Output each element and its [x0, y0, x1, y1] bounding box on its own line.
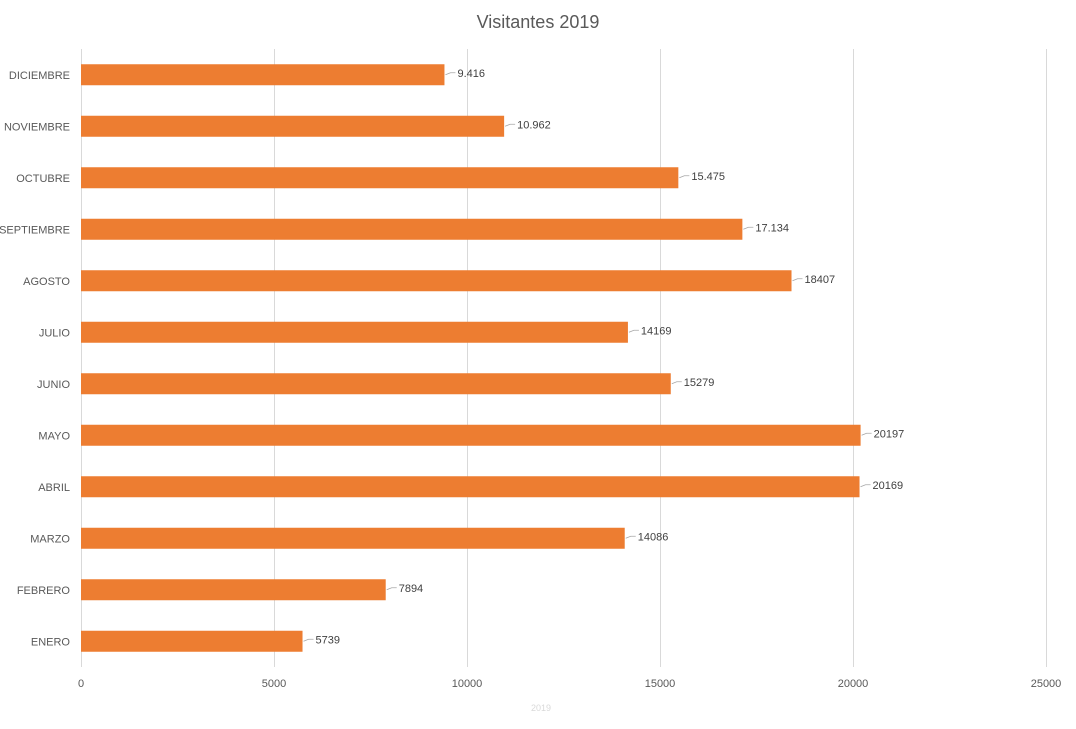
bar — [81, 115, 505, 137]
bar — [81, 424, 861, 446]
x-tick-label: 10000 — [452, 678, 483, 690]
category-label: FEBRERO — [17, 585, 71, 597]
bars — [81, 64, 861, 652]
category-label: DICIEMBRE — [9, 70, 70, 82]
data-label: 15279 — [684, 377, 715, 389]
data-label: 5739 — [316, 634, 340, 646]
data-label-leader — [303, 638, 314, 642]
category-label: SEPTIEMBRE — [0, 224, 70, 236]
x-tick-label: 25000 — [1031, 678, 1062, 690]
x-axis-ticks: 0 5000 10000 15000 20000 25000 — [78, 678, 1061, 690]
data-label-leader — [792, 278, 803, 282]
category-label: MAYO — [38, 430, 70, 442]
x-tick-label: 15000 — [645, 678, 676, 690]
bar — [81, 527, 625, 549]
bar — [81, 579, 386, 601]
data-label-leader — [625, 535, 636, 539]
data-label: 15.475 — [691, 171, 725, 183]
x-tick-label: 5000 — [262, 678, 286, 690]
data-label-leader — [445, 72, 456, 76]
legend-label: 2019 — [531, 703, 551, 713]
bar — [81, 167, 679, 189]
data-label: 14169 — [641, 325, 672, 337]
data-label-leader — [860, 484, 871, 488]
x-tick-label: 20000 — [838, 678, 869, 690]
data-label: 9.416 — [457, 68, 485, 80]
data-label-leader — [628, 329, 639, 333]
bar — [81, 476, 860, 498]
data-label: 20169 — [873, 480, 904, 492]
category-label: MARZO — [30, 533, 70, 545]
bar — [81, 270, 792, 292]
data-label: 17.134 — [755, 222, 789, 234]
data-label-leader — [504, 123, 516, 127]
category-label: AGOSTO — [23, 276, 70, 288]
data-label: 20197 — [874, 428, 905, 440]
data-label-leader — [679, 175, 690, 179]
bar — [81, 373, 671, 395]
data-label: 14086 — [638, 531, 669, 543]
data-label: 7894 — [399, 583, 423, 595]
data-label: 10.962 — [517, 119, 551, 131]
grid — [81, 49, 1047, 667]
category-label: NOVIEMBRE — [4, 121, 70, 133]
data-label-leader — [861, 432, 872, 436]
category-label: ABRIL — [38, 482, 70, 494]
category-label: JULIO — [39, 327, 71, 339]
category-labels: ENERO FEBRERO MARZO ABRIL MAYO JUNIO JULIO AGOS… — [0, 70, 70, 649]
data-label-leader — [386, 587, 397, 591]
bar — [81, 218, 743, 240]
data-label-leader — [743, 226, 754, 230]
bar — [81, 630, 303, 652]
category-label: ENERO — [31, 636, 71, 648]
x-tick-label: 0 — [78, 678, 84, 690]
data-label-leader — [671, 381, 682, 385]
data-labels: 5739 7894 14086 20169 20197 15279 14169 18407 17… — [303, 68, 905, 646]
category-label: JUNIO — [37, 379, 70, 391]
data-label: 18407 — [805, 274, 836, 286]
category-label: OCTUBRE — [16, 173, 70, 185]
bar — [81, 321, 628, 343]
chart-title: Visitantes 2019 — [477, 12, 600, 32]
bar — [81, 64, 445, 86]
